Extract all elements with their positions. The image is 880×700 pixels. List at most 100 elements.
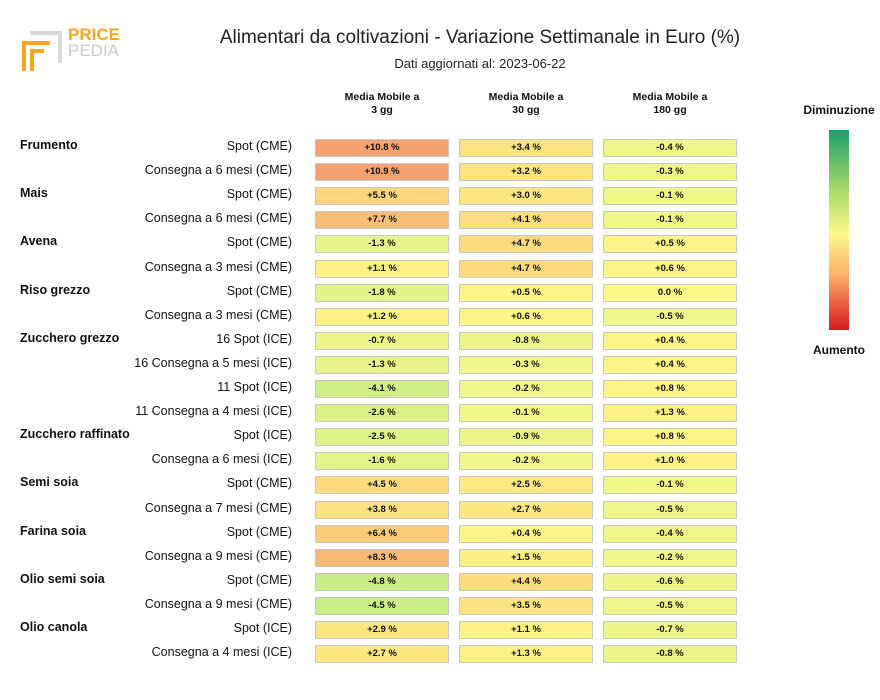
heatmap-cell: -0.1 % bbox=[603, 187, 737, 206]
heatmap-cell: +2.5 % bbox=[459, 476, 593, 495]
logo-mark-icon bbox=[22, 31, 62, 71]
heatmap-cell: -0.2 % bbox=[603, 548, 737, 567]
heatmap-cell: -1.3 % bbox=[315, 355, 449, 374]
row-label: Consegna a 9 mesi (CME) bbox=[144, 596, 292, 611]
heatmap-cell: +0.6 % bbox=[459, 307, 593, 326]
heatmap-cell: +4.7 % bbox=[459, 235, 593, 254]
row-label: Spot (CME) bbox=[226, 235, 292, 250]
group-label: Zucchero grezzo bbox=[20, 330, 120, 345]
logo-text-price: PRICE bbox=[68, 25, 120, 44]
heatmap-cell: -0.7 % bbox=[603, 621, 737, 639]
heatmap-cell: +2.7 % bbox=[459, 500, 593, 519]
row-label: Spot (CME) bbox=[226, 476, 292, 491]
heatmap-cell: -1.6 % bbox=[315, 452, 449, 471]
heatmap-cell: -0.7 % bbox=[315, 331, 449, 350]
heatmap-cell: -0.4 % bbox=[603, 139, 737, 157]
heatmap-cell: -2.5 % bbox=[315, 428, 449, 447]
heatmap-cell: -0.1 % bbox=[603, 476, 737, 495]
heatmap-cell: 0.0 % bbox=[603, 283, 737, 302]
heatmap-cell: -0.1 % bbox=[459, 404, 593, 423]
heatmap-cell: +4.4 % bbox=[459, 572, 593, 591]
heatmap-cell: +1.5 % bbox=[459, 548, 593, 567]
column-header-line1: Media Mobile a bbox=[632, 91, 708, 103]
heatmap-cell: -0.5 % bbox=[603, 307, 737, 326]
heatmap-cell: +0.8 % bbox=[603, 428, 737, 447]
row-label: Consegna a 4 mesi (ICE) bbox=[151, 645, 292, 660]
group-label: Avena bbox=[20, 234, 58, 249]
legend-top-label: Diminuzione bbox=[803, 103, 875, 117]
heatmap-cell: +10.8 % bbox=[315, 139, 449, 157]
heatmap-cell: +1.3 % bbox=[603, 404, 737, 423]
column-header-3: Media Mobile a 180 gg bbox=[603, 91, 737, 117]
heatmap-cell: +0.8 % bbox=[603, 380, 737, 398]
row-label: Consegna a 3 mesi (CME) bbox=[144, 307, 292, 322]
row-label: 11 Consegna a 4 mesi (ICE) bbox=[135, 404, 292, 419]
row-label: Consegna a 6 mesi (ICE) bbox=[151, 452, 292, 467]
pricepedia-logo: PRICE PEDIA bbox=[20, 25, 130, 75]
row-label: Spot (CME) bbox=[226, 283, 292, 298]
heatmap-cell: +1.0 % bbox=[603, 452, 737, 471]
logo-text-pedia: PEDIA bbox=[68, 41, 120, 60]
column-header-line2: 180 gg bbox=[653, 104, 687, 116]
row-label: Spot (CME) bbox=[226, 524, 292, 539]
column-header-line1: Media Mobile a bbox=[488, 91, 564, 103]
heatmap-cell: +0.4 % bbox=[459, 524, 593, 543]
heatmap-cell: -4.1 % bbox=[315, 380, 449, 398]
heatmap-cell: -0.6 % bbox=[603, 572, 737, 591]
heatmap-cell: +1.1 % bbox=[459, 621, 593, 639]
row-label: Spot (CME) bbox=[226, 187, 292, 202]
group-label: Riso grezzo bbox=[20, 282, 91, 297]
legend-bottom-label: Aumento bbox=[813, 343, 865, 357]
heatmap-cell: +0.4 % bbox=[603, 355, 737, 374]
heatmap-cell: -0.5 % bbox=[603, 500, 737, 519]
heatmap-cell: -0.8 % bbox=[603, 645, 737, 664]
heatmap-cell: +4.7 % bbox=[459, 259, 593, 278]
heatmap-cell: +0.4 % bbox=[603, 331, 737, 350]
heatmap-cell: -2.6 % bbox=[315, 404, 449, 423]
heatmap-cell: -0.4 % bbox=[603, 524, 737, 543]
column-header-line2: 3 gg bbox=[371, 104, 393, 116]
row-label: Consegna a 6 mesi (CME) bbox=[144, 163, 292, 178]
heatmap-cell: +10.9 % bbox=[315, 163, 449, 182]
heatmap-cell: -1.3 % bbox=[315, 235, 449, 254]
row-label: 11 Spot (ICE) bbox=[217, 380, 292, 394]
heatmap-cell: +0.5 % bbox=[459, 283, 593, 302]
heatmap-cell: -0.3 % bbox=[459, 355, 593, 374]
heatmap-cell: -0.9 % bbox=[459, 428, 593, 447]
heatmap-cell: +3.2 % bbox=[459, 163, 593, 182]
row-label: 16 Spot (ICE) bbox=[216, 331, 292, 346]
heatmap-cell: +0.6 % bbox=[603, 259, 737, 278]
chart-title: Alimentari da coltivazioni - Variazione … bbox=[219, 27, 741, 48]
heatmap-cell: +3.8 % bbox=[315, 500, 449, 519]
heatmap-cell: +3.4 % bbox=[459, 139, 593, 157]
group-label: Mais bbox=[20, 186, 48, 201]
heatmap-cell: +1.1 % bbox=[315, 259, 449, 278]
heatmap-cell: +8.3 % bbox=[315, 548, 449, 567]
heatmap-cell: +3.0 % bbox=[459, 187, 593, 206]
row-label: Spot (CME) bbox=[226, 572, 292, 587]
row-label: Consegna a 7 mesi (CME) bbox=[144, 500, 292, 515]
column-header-line1: Media Mobile a bbox=[344, 91, 420, 103]
heatmap-cell: -0.1 % bbox=[603, 211, 737, 230]
column-header-line2: 30 gg bbox=[512, 104, 540, 116]
group-label: Farina soia bbox=[20, 523, 86, 538]
heatmap-cell: +6.4 % bbox=[315, 524, 449, 543]
heatmap-cell: -0.2 % bbox=[459, 452, 593, 471]
heatmap-cell: -4.5 % bbox=[315, 596, 449, 615]
heatmap-cell: +0.5 % bbox=[603, 235, 737, 254]
legend-color-scale bbox=[829, 130, 849, 330]
heatmap-cell: -1.8 % bbox=[315, 283, 449, 302]
heatmap-cell: -0.8 % bbox=[459, 331, 593, 350]
row-label: Spot (ICE) bbox=[233, 428, 292, 443]
heatmap-cell: +3.5 % bbox=[459, 596, 593, 615]
chart-subtitle: Dati aggiornati al: 2023-06-22 bbox=[394, 56, 566, 71]
group-label: Semi soia bbox=[20, 475, 79, 490]
heatmap-cell: +7.7 % bbox=[315, 211, 449, 230]
heatmap-cell: +2.9 % bbox=[315, 621, 449, 639]
heatmap-cell: +2.7 % bbox=[315, 645, 449, 664]
heatmap-cell: -0.3 % bbox=[603, 163, 737, 182]
group-label: Olio canola bbox=[20, 620, 88, 634]
heatmap-cell: -4.8 % bbox=[315, 572, 449, 591]
row-label: 16 Consegna a 5 mesi (ICE) bbox=[134, 355, 292, 370]
